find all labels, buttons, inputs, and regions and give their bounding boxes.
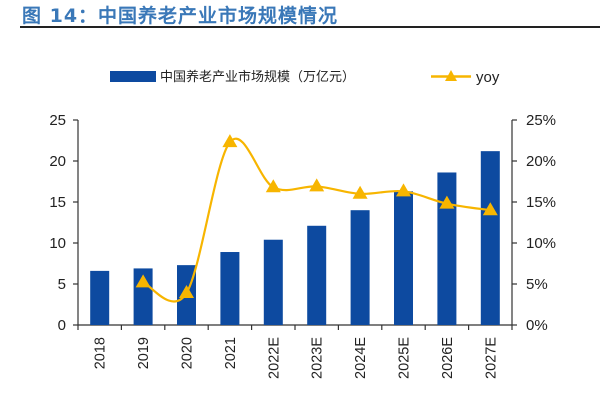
yoy-marker-2024E [352,185,368,199]
bar-2027E [480,151,500,325]
x-category-label: 2022E [266,337,282,379]
yoy-line [142,137,491,303]
bar-2021 [220,252,240,325]
legend-bar-label: 中国养老产业市场规模（万亿元） [160,69,355,85]
yoy-marker-2022E [265,179,281,193]
x-category-label: 2024E [353,337,369,379]
bar-2018 [90,270,110,325]
x-category-label: 2021 [223,337,239,369]
right-tick-label: 0% [526,317,548,334]
right-tick-label: 20% [526,153,556,170]
x-category-label: 2019 [136,337,152,369]
yoy-marker-2020 [179,285,194,299]
bar-2026E [437,172,457,325]
yoy-marker-2019 [135,274,151,288]
yoy-marker-2021 [222,134,238,148]
right-tick-label: 25% [526,112,556,129]
bar-2019 [133,268,153,325]
bar-2022E [263,239,283,325]
x-category-label: 2018 [93,337,109,369]
yoy-marker-2027E [482,202,498,216]
left-tick-label: 5 [58,276,66,293]
x-category-label: 2027E [483,337,499,379]
legend-line-label: yoy [476,69,500,86]
legend: 中国养老产业市场规模（万亿元） yoy [110,69,500,86]
bar-2023E [307,225,327,325]
x-category-label: 2023E [310,337,326,379]
left-tick-label: 15 [49,194,66,211]
right-tick-label: 5% [526,276,548,293]
left-tick-label: 20 [49,153,66,170]
left-tick-label: 25 [49,112,66,129]
legend-bar-swatch [110,71,156,82]
x-category-label: 2026E [440,337,456,379]
right-tick-label: 15% [526,194,556,211]
yoy-marker-2023E [309,178,325,192]
yoy-marker-2025E [396,183,411,197]
title-divider [20,26,600,28]
x-category-label: 2020 [180,337,196,369]
bar-2024E [350,210,370,325]
legend-triangle-marker-icon [445,70,457,81]
x-category-label: 2025E [397,337,413,379]
left-tick-label: 0 [58,317,66,334]
figure-title: 图 14：中国养老产业市场规模情况 [22,5,339,27]
bar-2025E [394,191,413,325]
yoy-marker-2026E [439,195,455,209]
left-tick-label: 10 [49,235,66,252]
right-tick-label: 10% [526,235,556,252]
